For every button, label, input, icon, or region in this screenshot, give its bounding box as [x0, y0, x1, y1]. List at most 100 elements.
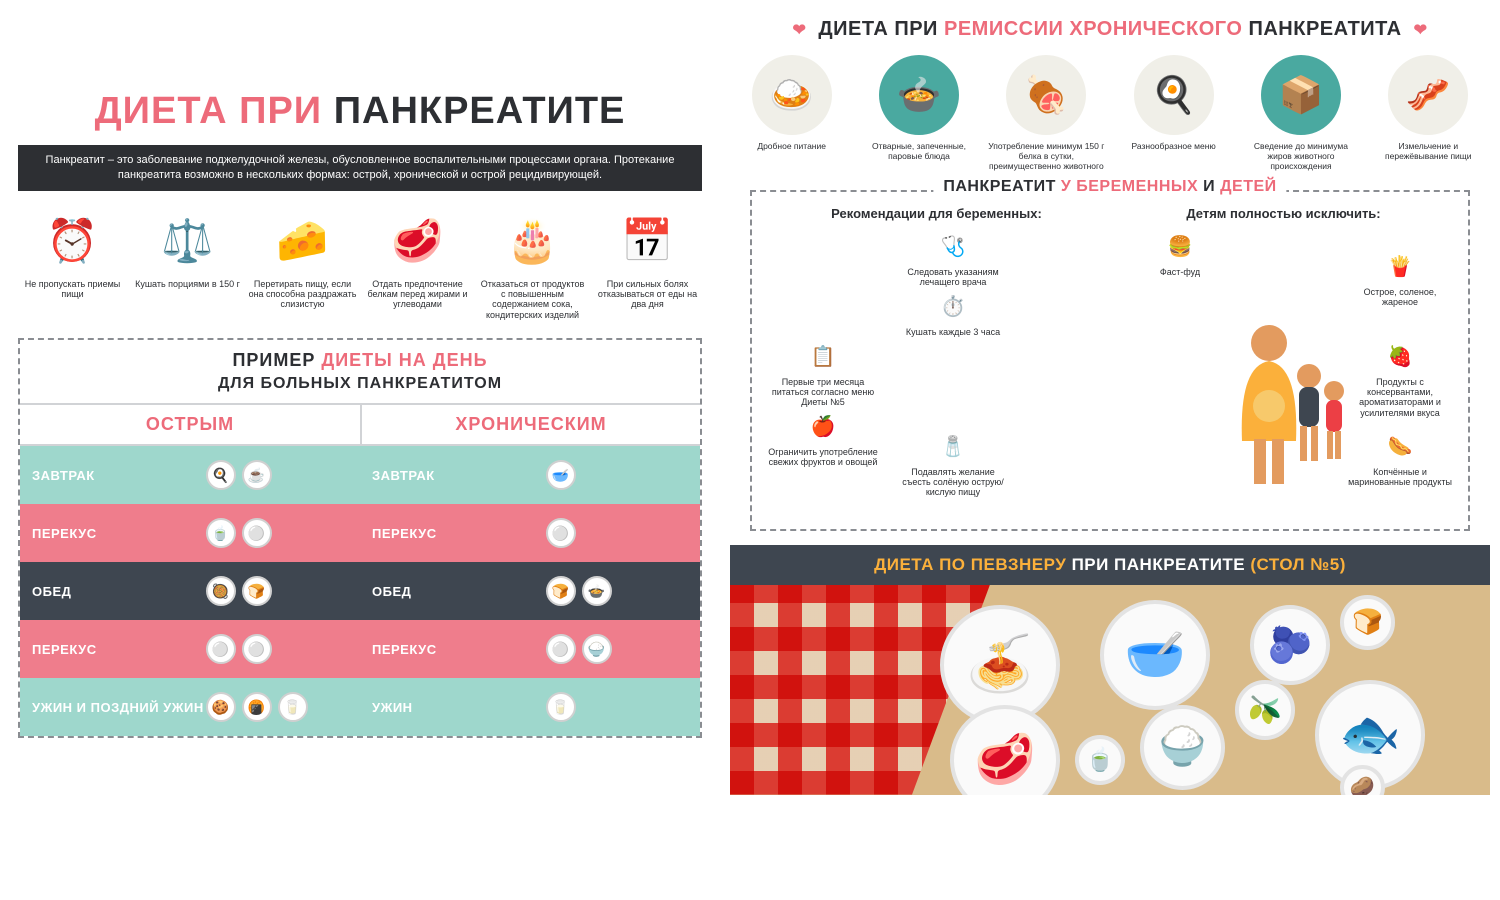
chevron-down-icon: ❤ — [1408, 22, 1434, 39]
meal-row: УЖИН И ПОЗДНИЙ УЖИН 🍪🍘🥛 — [20, 678, 360, 736]
meal-col-acute: ЗАВТРАК 🍳☕ПЕРЕКУС 🍵⚪ОБЕД 🥘🍞ПЕРЕКУС ⚪⚪УЖИ… — [20, 446, 360, 736]
tip-item: ⏱️Кушать каждые 3 часа — [898, 291, 1008, 337]
rules-row: ⏰Не пропускать приемы пищи⚖️Кушать порци… — [18, 209, 702, 320]
example-title: ПРИМЕР ДИЕТЫ НА ДЕНЬ — [20, 340, 700, 375]
remission-row: 🍛Дробное питание🍲Отварные, запеченные, п… — [730, 55, 1490, 172]
plate-icon: 🥣 — [1100, 600, 1210, 710]
remission-item: 📦Сведение до минимума жиров животного пр… — [1241, 55, 1361, 172]
example-subtitle: ДЛЯ БОЛЬНЫХ ПАНКРЕАТИТОМ — [20, 375, 700, 403]
plate-icon: 🍵 — [1075, 735, 1125, 785]
col-chronic: ХРОНИЧЕСКИМ — [360, 405, 700, 444]
right-panel: ❤ ДИЕТА ПРИ РЕМИССИИ ХРОНИЧЕСКОГО ПАНКРЕ… — [720, 0, 1500, 900]
meal-row: ПЕРЕКУС ⚪⚪ — [20, 620, 360, 678]
tip-icon: 🍓 — [1383, 341, 1417, 375]
tip-icon: 🍟 — [1383, 251, 1417, 285]
meal-label: ОБЕД — [372, 584, 546, 599]
pevzner-table: 🍝🥣🫐🍞🥩🍵🍚🫒🐟🥔 — [730, 585, 1490, 795]
plate-icon: 🫒 — [1235, 680, 1295, 740]
food-icon: ☕ — [242, 460, 272, 490]
tip-icon: 📋 — [806, 341, 840, 375]
tip-item: 🍔Фаст-фуд — [1125, 231, 1235, 277]
food-icon: ⚪ — [242, 518, 272, 548]
food-icon: ⚪ — [242, 634, 272, 664]
meal-row: ПЕРЕКУС ⚪ — [360, 504, 700, 562]
tip-item: 🧂Подавлять желание съесть солёную острую… — [898, 431, 1008, 498]
remission-item: 🍛Дробное питание — [732, 55, 852, 172]
remission-title: ❤ ДИЕТА ПРИ РЕМИССИИ ХРОНИЧЕСКОГО ПАНКРЕ… — [730, 18, 1490, 41]
food-icon: 🍵 — [206, 518, 236, 548]
meal-label: ЗАВТРАК — [372, 468, 546, 483]
description-bar: Панкреатит – это заболевание поджелудочн… — [18, 145, 702, 191]
meal-label: ОБЕД — [32, 584, 206, 599]
plate-icon: 🍞 — [1340, 595, 1395, 650]
food-icon: 🥘 — [206, 576, 236, 606]
remission-item: 🍲Отварные, запеченные, паровые блюда — [859, 55, 979, 172]
rule-item: ⚖️Кушать порциями в 150 г — [133, 209, 242, 320]
tip-item: 🍟Острое, соленое, жареное — [1345, 251, 1455, 308]
food-icon: 🥛 — [546, 692, 576, 722]
meal-col-chronic: ЗАВТРАК 🥣ПЕРЕКУС ⚪ОБЕД 🍞🍲ПЕРЕКУС ⚪🍚УЖИН … — [360, 446, 700, 736]
food-icon: ⚪ — [206, 634, 236, 664]
food-icon: 🥛 — [278, 692, 308, 722]
remission-icon: 🥓 — [1388, 55, 1468, 135]
meal-label: ПЕРЕКУС — [372, 642, 546, 657]
pregnancy-box: ПАНКРЕАТИТ У БЕРЕМЕННЫХ И ДЕТЕЙ Рекоменд… — [750, 190, 1470, 531]
tip-icon: 🍔 — [1163, 231, 1197, 265]
remission-icon: 🍳 — [1134, 55, 1214, 135]
meal-label: ПЕРЕКУС — [372, 526, 546, 541]
food-icon: 🍞 — [546, 576, 576, 606]
meal-label: УЖИН И ПОЗДНИЙ УЖИН — [32, 700, 206, 715]
rule-item: 📅При сильных болях отказываться от еды н… — [593, 209, 702, 320]
food-icon: ⚪ — [546, 518, 576, 548]
meal-row: ОБЕД 🍞🍲 — [360, 562, 700, 620]
remission-icon: 🍖 — [1006, 55, 1086, 135]
rule-item: ⏰Не пропускать приемы пищи — [18, 209, 127, 320]
food-icon: 🍞 — [242, 576, 272, 606]
plate-icon: 🍚 — [1140, 705, 1225, 790]
rule-icon: 🥩 — [386, 209, 450, 273]
rule-icon: 🎂 — [501, 209, 565, 273]
rule-item: 🎂Отказаться от продуктов с повышенным со… — [478, 209, 587, 320]
col-acute: ОСТРЫМ — [20, 405, 360, 444]
tip-item: 📋Первые три месяца питаться согласно мен… — [768, 341, 878, 408]
tip-icon: 🍎 — [806, 411, 840, 445]
food-icon: 🥣 — [546, 460, 576, 490]
rule-icon: ⏰ — [41, 209, 105, 273]
remission-icon: 📦 — [1261, 55, 1341, 135]
remission-item: 🥓Измельчение и пережёвывание пищи — [1368, 55, 1488, 172]
rule-item: 🥩Отдать предпочтение белкам перед жирами… — [363, 209, 472, 320]
plate-icon: 🫐 — [1250, 605, 1330, 685]
pregnancy-heading: ПАНКРЕАТИТ У БЕРЕМЕННЫХ И ДЕТЕЙ — [933, 178, 1286, 196]
rule-icon: ⚖️ — [156, 209, 220, 273]
pregnancy-left: Рекомендации для беременных: 🩺Следовать … — [768, 206, 1105, 511]
pevzner-heading: ДИЕТА ПО ПЕВЗНЕРУ ПРИ ПАНКРЕАТИТЕ (СТОЛ … — [730, 545, 1490, 585]
family-icon — [1214, 321, 1354, 501]
meal-row: УЖИН 🥛 — [360, 678, 700, 736]
meal-label: ЗАВТРАК — [32, 468, 206, 483]
example-diet-box: ПРИМЕР ДИЕТЫ НА ДЕНЬ ДЛЯ БОЛЬНЫХ ПАНКРЕА… — [18, 338, 702, 738]
title-pink: ДИЕТА ПРИ — [95, 90, 323, 132]
remission-item: 🍳Разнообразное меню — [1114, 55, 1234, 172]
meal-label: ПЕРЕКУС — [32, 642, 206, 657]
remission-item: 🍖Употребление минимум 150 г белка в сутк… — [986, 55, 1106, 172]
chevron-down-icon: ❤ — [786, 22, 812, 39]
meal-label: ПЕРЕКУС — [32, 526, 206, 541]
meal-row: ОБЕД 🥘🍞 — [20, 562, 360, 620]
rule-icon: 📅 — [616, 209, 680, 273]
meal-label: УЖИН — [372, 700, 546, 715]
tip-icon: ⏱️ — [936, 291, 970, 325]
food-icon: 🍲 — [582, 576, 612, 606]
meal-row: ПЕРЕКУС 🍵⚪ — [20, 504, 360, 562]
tip-icon: 🧂 — [936, 431, 970, 465]
remission-icon: 🍛 — [752, 55, 832, 135]
main-title: ДИЕТА ПРИ ПАНКРЕАТИТЕ — [18, 90, 702, 133]
tip-item: 🍎Ограничить употребление свежих фруктов … — [768, 411, 878, 468]
tip-icon: 🌭 — [1383, 431, 1417, 465]
food-icon: 🍪 — [206, 692, 236, 722]
tip-item: 🍓Продукты с консервантами, ароматизатора… — [1345, 341, 1455, 418]
title-dark: ПАНКРЕАТИТЕ — [334, 90, 626, 132]
tip-icon: 🩺 — [936, 231, 970, 265]
tip-item: 🌭Копчённые и маринованные продукты — [1345, 431, 1455, 488]
meal-rows: ЗАВТРАК 🍳☕ПЕРЕКУС 🍵⚪ОБЕД 🥘🍞ПЕРЕКУС ⚪⚪УЖИ… — [20, 446, 700, 736]
food-icon: 🍚 — [582, 634, 612, 664]
